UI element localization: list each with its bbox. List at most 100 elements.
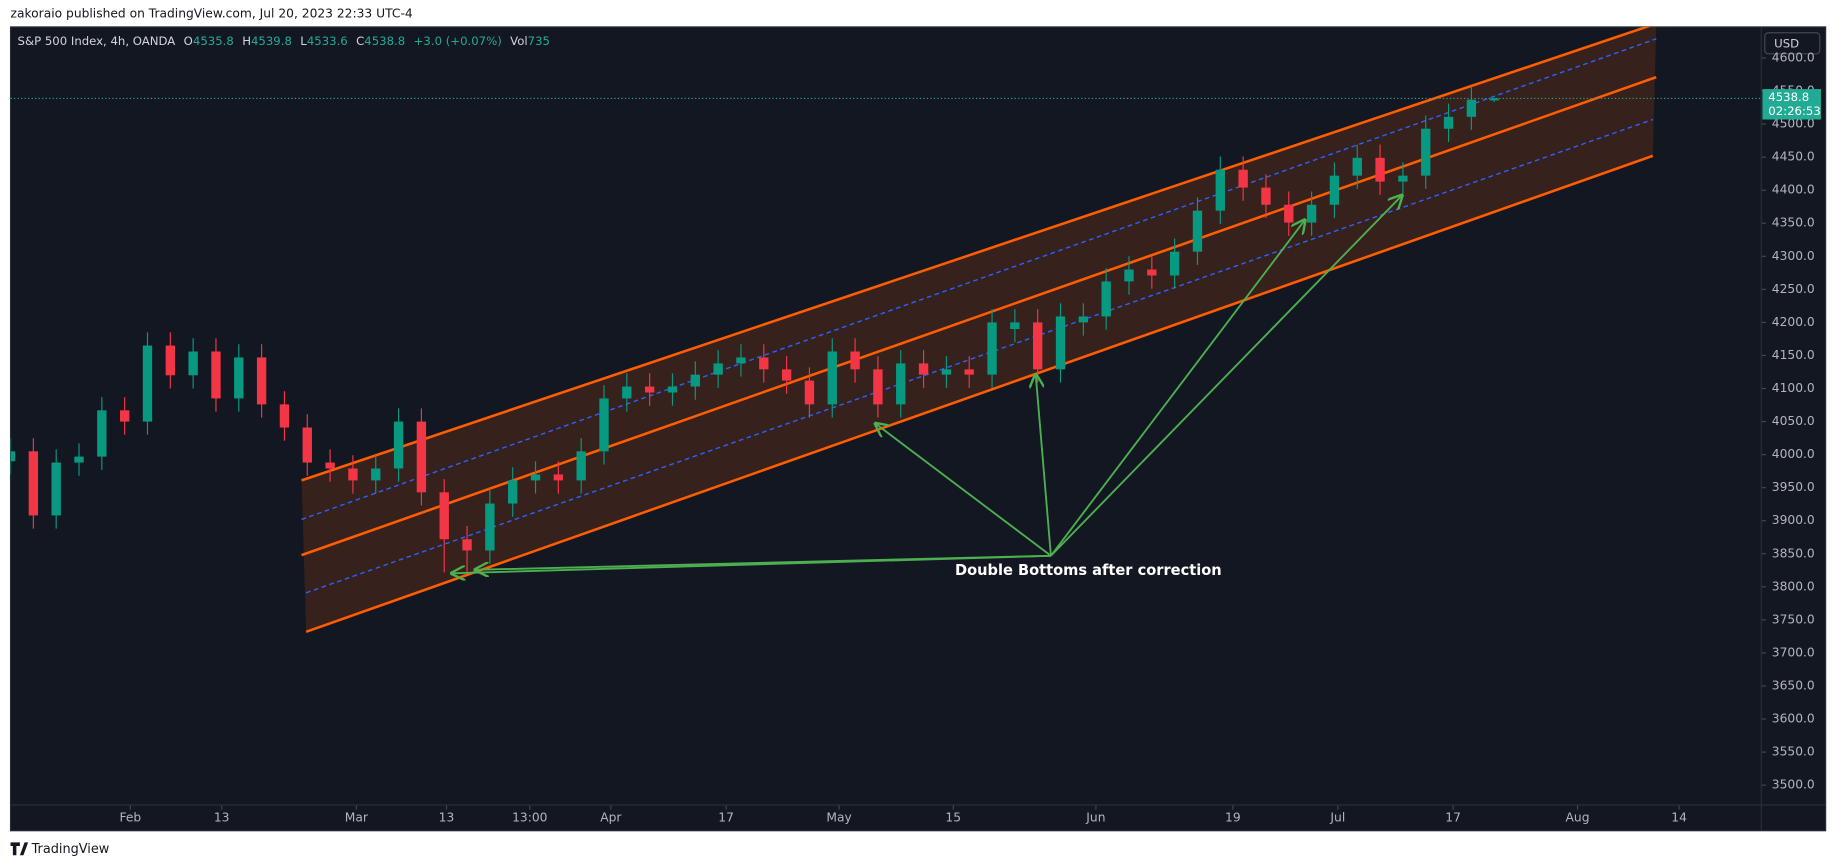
arrow: [875, 424, 1052, 557]
plot: [10, 26, 1657, 634]
candle-body: [325, 462, 335, 469]
y-tick-label: 3500.0: [1772, 778, 1815, 792]
y-tick-label: 4500.0: [1772, 117, 1815, 131]
candle-body: [119, 410, 130, 422]
candle-body: [508, 480, 518, 504]
last-price-box: [1762, 89, 1821, 120]
candle-body: [1284, 204, 1294, 223]
candle-body: [371, 468, 381, 481]
chart-bg: [9, 26, 1827, 832]
arrow: [1036, 374, 1052, 556]
candle-body: [348, 468, 358, 481]
candle-body: [964, 369, 974, 375]
candle-body: [1124, 269, 1134, 282]
y-tick-label: 3750.0: [1772, 612, 1815, 626]
legend-label: O: [184, 33, 193, 47]
candle-body: [941, 369, 952, 375]
candle-body: [599, 398, 609, 452]
candle-body: [827, 351, 837, 405]
y-tick-label: 4600.0: [1772, 50, 1815, 64]
candle-body: [896, 363, 906, 405]
legend-value: 735: [528, 33, 550, 47]
y-tick-label: 4450.0: [1772, 150, 1815, 164]
candle-body: [1169, 251, 1180, 276]
candle-body: [1489, 98, 1499, 101]
x-tick-label: 15: [945, 810, 961, 824]
y-tick-label: 4250.0: [1772, 282, 1815, 296]
candle-body: [1055, 316, 1066, 370]
y-tick-label: 4200.0: [1772, 315, 1815, 329]
candle-body: [10, 451, 16, 462]
candle-body: [850, 351, 860, 370]
candle-body: [1375, 157, 1385, 182]
candle-body: [873, 369, 883, 405]
y-tick-label: 4350.0: [1772, 216, 1815, 230]
footer-brand: TradingView: [31, 842, 110, 857]
legend: S&P 500 Index, 4h, OANDA O4535.8 H4539.8…: [18, 33, 550, 47]
currency-button[interactable]: [1764, 32, 1821, 55]
channel-line: [301, 26, 1651, 482]
candle-body: [713, 363, 723, 375]
x-tick-label: May: [826, 810, 851, 824]
annotation-text: Double Bottoms after correction: [955, 562, 1222, 579]
candle-body: [1010, 322, 1020, 330]
candle-body: [918, 363, 929, 375]
candle-body: [188, 351, 198, 376]
candle-body: [553, 474, 564, 481]
candle-body: [1238, 169, 1248, 188]
legend-value: 4538.8: [364, 33, 405, 47]
arrow: [1050, 195, 1402, 557]
candle-body: [1398, 175, 1408, 182]
candle-body: [279, 404, 290, 428]
y-tick-label: 4000.0: [1772, 447, 1815, 461]
x-tick-label: 17: [1445, 810, 1461, 824]
candle-body: [804, 380, 815, 405]
legend-change: +3.0 (+0.07%): [414, 33, 502, 47]
y-tick-label: 3550.0: [1772, 745, 1815, 759]
candle-body: [690, 374, 700, 387]
candle-body: [211, 351, 221, 399]
y-tick-label: 3800.0: [1772, 579, 1815, 593]
x-tick-label: 13:00: [512, 810, 547, 824]
channel-line: [305, 154, 1654, 634]
y-tick-label: 3850.0: [1772, 546, 1815, 560]
candle-body: [1466, 99, 1477, 117]
candle-body: [439, 492, 449, 540]
channel-line: [301, 75, 1657, 557]
x-tick-label: Feb: [120, 810, 142, 824]
candle-body: [462, 539, 472, 551]
candle-body: [1261, 187, 1271, 205]
y-tick-label: 4050.0: [1772, 414, 1815, 428]
candle-body: [97, 410, 107, 457]
legend-label: H: [242, 33, 251, 47]
footer-logo: [10, 842, 29, 856]
candle-body: [622, 386, 632, 399]
symbol: S&P 500 Index, 4h, OANDA: [18, 33, 176, 47]
candle-body: [485, 503, 495, 551]
annotation-arrows: [452, 195, 1402, 573]
legend-value: 4533.6: [307, 33, 348, 47]
candle-body: [736, 357, 746, 364]
x-tick-label: 17: [718, 810, 734, 824]
x-tick-label: 14: [1671, 810, 1687, 824]
candle-body: [1192, 210, 1203, 252]
y-tick-label: 3600.0: [1772, 712, 1815, 726]
candle-body: [576, 451, 586, 481]
header-text: zakoraio published on TradingView.com, J…: [11, 7, 413, 21]
candle-body: [234, 357, 244, 399]
y-tick-label: 4100.0: [1772, 381, 1815, 395]
legend-label: C: [356, 33, 364, 47]
candle-body: [1215, 169, 1225, 211]
candle-body: [781, 369, 792, 381]
candle-body: [1329, 175, 1340, 205]
candle-body: [1147, 269, 1157, 276]
candle-body: [74, 456, 84, 463]
last-price-label: 4538.8: [1768, 90, 1809, 104]
candle-body: [28, 451, 39, 516]
y-tick-label: 4300.0: [1772, 249, 1815, 263]
y-tick-label: 3900.0: [1772, 513, 1815, 527]
y-tick-label: 4150.0: [1772, 348, 1815, 362]
candle-body: [393, 421, 404, 469]
candle-body: [667, 386, 678, 393]
